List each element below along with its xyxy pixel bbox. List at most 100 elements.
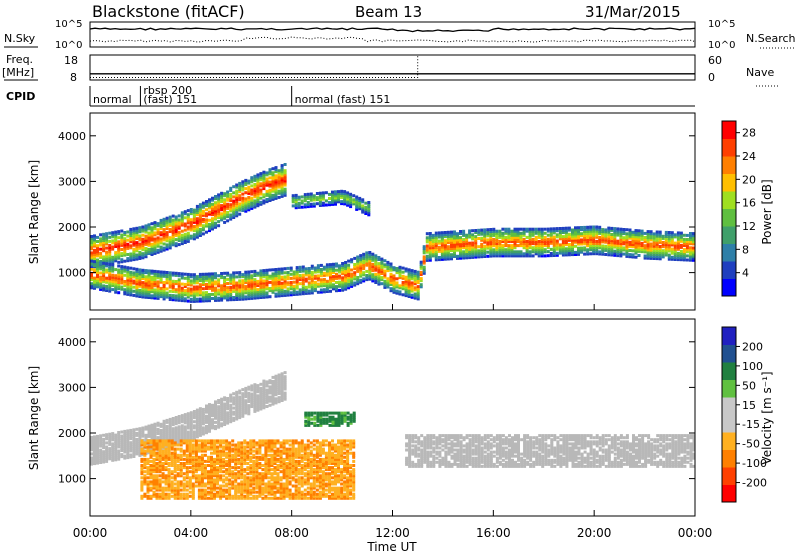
velocity-cell bbox=[188, 494, 192, 498]
power-cell bbox=[244, 209, 248, 213]
power-cell bbox=[679, 258, 683, 262]
power-cell bbox=[552, 227, 556, 231]
power-cell bbox=[223, 210, 227, 214]
power-cell bbox=[220, 272, 224, 275]
velocity-cell bbox=[213, 447, 216, 451]
power-cell bbox=[315, 202, 319, 206]
velocity-cell bbox=[170, 464, 174, 467]
nave-tick-bottom: 0 bbox=[708, 71, 715, 84]
power-cell bbox=[262, 281, 266, 285]
velocity-cell bbox=[200, 480, 204, 484]
power-cell bbox=[341, 284, 345, 288]
power-cell bbox=[165, 218, 169, 222]
power-cell bbox=[283, 281, 287, 285]
velocity-cell bbox=[197, 464, 201, 467]
power-cell bbox=[359, 274, 363, 278]
power-cell bbox=[312, 204, 316, 208]
power-cell bbox=[241, 281, 245, 285]
power-cell bbox=[123, 249, 127, 253]
velocity-cell bbox=[126, 449, 130, 453]
power-cell bbox=[165, 231, 169, 235]
power-cell bbox=[198, 272, 202, 276]
power-cell bbox=[232, 213, 236, 217]
power-cell bbox=[474, 235, 478, 239]
power-cell bbox=[259, 174, 263, 178]
power-cell bbox=[676, 245, 680, 249]
power-cell bbox=[670, 233, 674, 237]
power-cell bbox=[135, 282, 139, 286]
velocity-cell bbox=[143, 441, 147, 445]
power-cell bbox=[117, 264, 121, 268]
power-cell bbox=[274, 168, 278, 172]
velocity-cell bbox=[155, 484, 159, 488]
power-cell bbox=[168, 281, 172, 285]
power-cell bbox=[558, 227, 562, 230]
power-cell bbox=[434, 250, 438, 254]
power-cell bbox=[589, 246, 593, 250]
velocity-cell bbox=[213, 478, 216, 482]
velocity-cell bbox=[90, 442, 93, 446]
power-cell bbox=[374, 281, 378, 284]
power-cell bbox=[241, 293, 245, 297]
velocity-cell bbox=[146, 457, 150, 461]
velocity-cell bbox=[146, 447, 150, 451]
power-cell bbox=[265, 177, 269, 181]
velocity-cell bbox=[114, 456, 118, 460]
velocity-cell bbox=[191, 443, 195, 447]
power-cell bbox=[265, 268, 269, 272]
power-cell bbox=[410, 295, 414, 299]
power-cell bbox=[226, 192, 230, 196]
velocity-cell bbox=[161, 476, 165, 480]
power-cell bbox=[309, 202, 313, 206]
velocity-cell bbox=[161, 439, 165, 443]
velocity-cell bbox=[123, 454, 127, 458]
velocity-cell bbox=[225, 488, 229, 492]
power-cell bbox=[99, 267, 103, 271]
power-cell bbox=[610, 233, 614, 236]
power-cell bbox=[395, 289, 399, 293]
power-cell bbox=[271, 171, 275, 175]
velocity-cell bbox=[265, 396, 269, 400]
velocity-cell bbox=[222, 457, 226, 461]
power-cell bbox=[368, 259, 372, 263]
power-cell bbox=[637, 239, 641, 243]
velocity-cell bbox=[244, 409, 248, 413]
power-cell bbox=[343, 192, 347, 196]
power-cell bbox=[90, 247, 93, 251]
power-cell bbox=[489, 244, 493, 248]
power-cell bbox=[192, 293, 196, 297]
velocity-cell bbox=[179, 468, 183, 472]
power-cell bbox=[214, 286, 217, 290]
power-cell bbox=[105, 242, 109, 246]
power-cell bbox=[183, 289, 187, 293]
velocity-cell bbox=[280, 392, 284, 396]
power-cell bbox=[286, 283, 290, 287]
velocity-cell bbox=[168, 430, 172, 434]
power-cell bbox=[292, 286, 296, 290]
power-cell bbox=[226, 211, 230, 214]
power-cell bbox=[265, 173, 269, 177]
velocity-cell bbox=[247, 387, 251, 391]
power-cell bbox=[519, 233, 523, 237]
power-cell bbox=[280, 184, 284, 188]
velocity-cell bbox=[207, 439, 210, 443]
power-cell bbox=[450, 245, 453, 248]
power-cell bbox=[416, 278, 420, 282]
power-cell bbox=[156, 250, 160, 254]
velocity-cell bbox=[200, 482, 204, 486]
velocity-cell bbox=[220, 412, 224, 415]
power-cell bbox=[583, 232, 587, 236]
velocity-cell bbox=[90, 436, 93, 439]
power-cell bbox=[643, 250, 647, 254]
colorbar-segment bbox=[722, 121, 736, 139]
power-cell bbox=[471, 245, 475, 249]
power-cell bbox=[108, 246, 112, 250]
velocity-cell bbox=[111, 444, 115, 448]
velocity-cell bbox=[93, 462, 96, 466]
velocity-cell bbox=[126, 447, 130, 451]
power-cell bbox=[186, 295, 190, 299]
power-cell bbox=[217, 292, 221, 296]
power-cell bbox=[347, 284, 351, 288]
power-cell bbox=[392, 280, 396, 284]
power-cell bbox=[567, 247, 571, 251]
